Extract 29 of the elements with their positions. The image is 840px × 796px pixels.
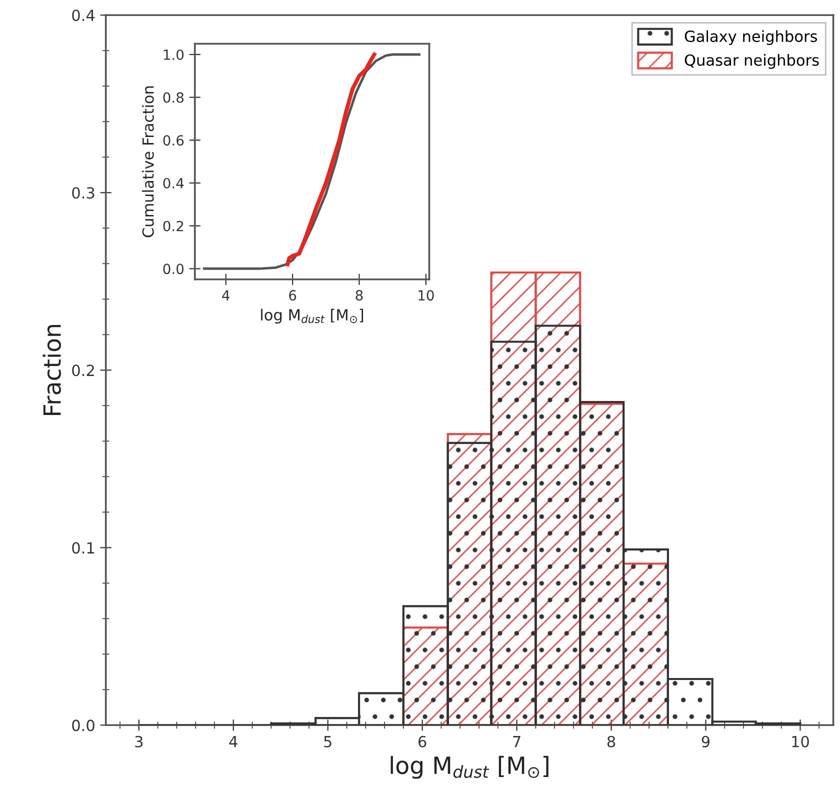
y-tick-label: 0.6 [163, 135, 184, 146]
y-tick-label: 0.0 [72, 720, 94, 732]
y-tick-label: 0.2 [163, 220, 184, 232]
x-tick-label: 9 [702, 736, 710, 748]
y-axis-title: Fraction [42, 325, 61, 415]
x-tick-label: 8 [356, 290, 363, 301]
y-axis-title: Cumulative Fraction [142, 86, 154, 238]
x-tick-label: 3 [135, 736, 143, 748]
x-axis-title: log M$_{dust}$ [M$_{⊙}$] [261, 308, 364, 324]
y-tick-label: 0.0 [163, 264, 184, 274]
x-tick-label: 7 [513, 736, 520, 748]
y-tick-label: 0.3 [72, 187, 94, 199]
x-tick-label: 6 [289, 290, 296, 301]
y-tick-label: 0.1 [72, 542, 94, 554]
x-tick-label: 10 [418, 290, 434, 301]
x-tick-label: 4 [229, 736, 238, 748]
x-axis-title: log M$_{dust}$ [M$_{⊙}$] [390, 756, 548, 779]
x-tick-label: 6 [418, 736, 426, 748]
y-tick-label: 0.8 [163, 92, 184, 103]
x-tick-label: 8 [607, 736, 616, 748]
legend-label: Galaxy neighbors [684, 30, 817, 46]
y-tick-label: 0.4 [163, 178, 184, 188]
y-tick-label: 1.0 [164, 49, 184, 60]
y-tick-label: 0.2 [72, 364, 94, 376]
y-tick-label: 0.4 [72, 10, 95, 22]
legend-label: Quasar neighbors [684, 54, 819, 69]
x-tick-label: 4 [222, 290, 230, 300]
x-tick-label: 5 [324, 736, 332, 748]
x-tick-label: 10 [792, 736, 809, 748]
